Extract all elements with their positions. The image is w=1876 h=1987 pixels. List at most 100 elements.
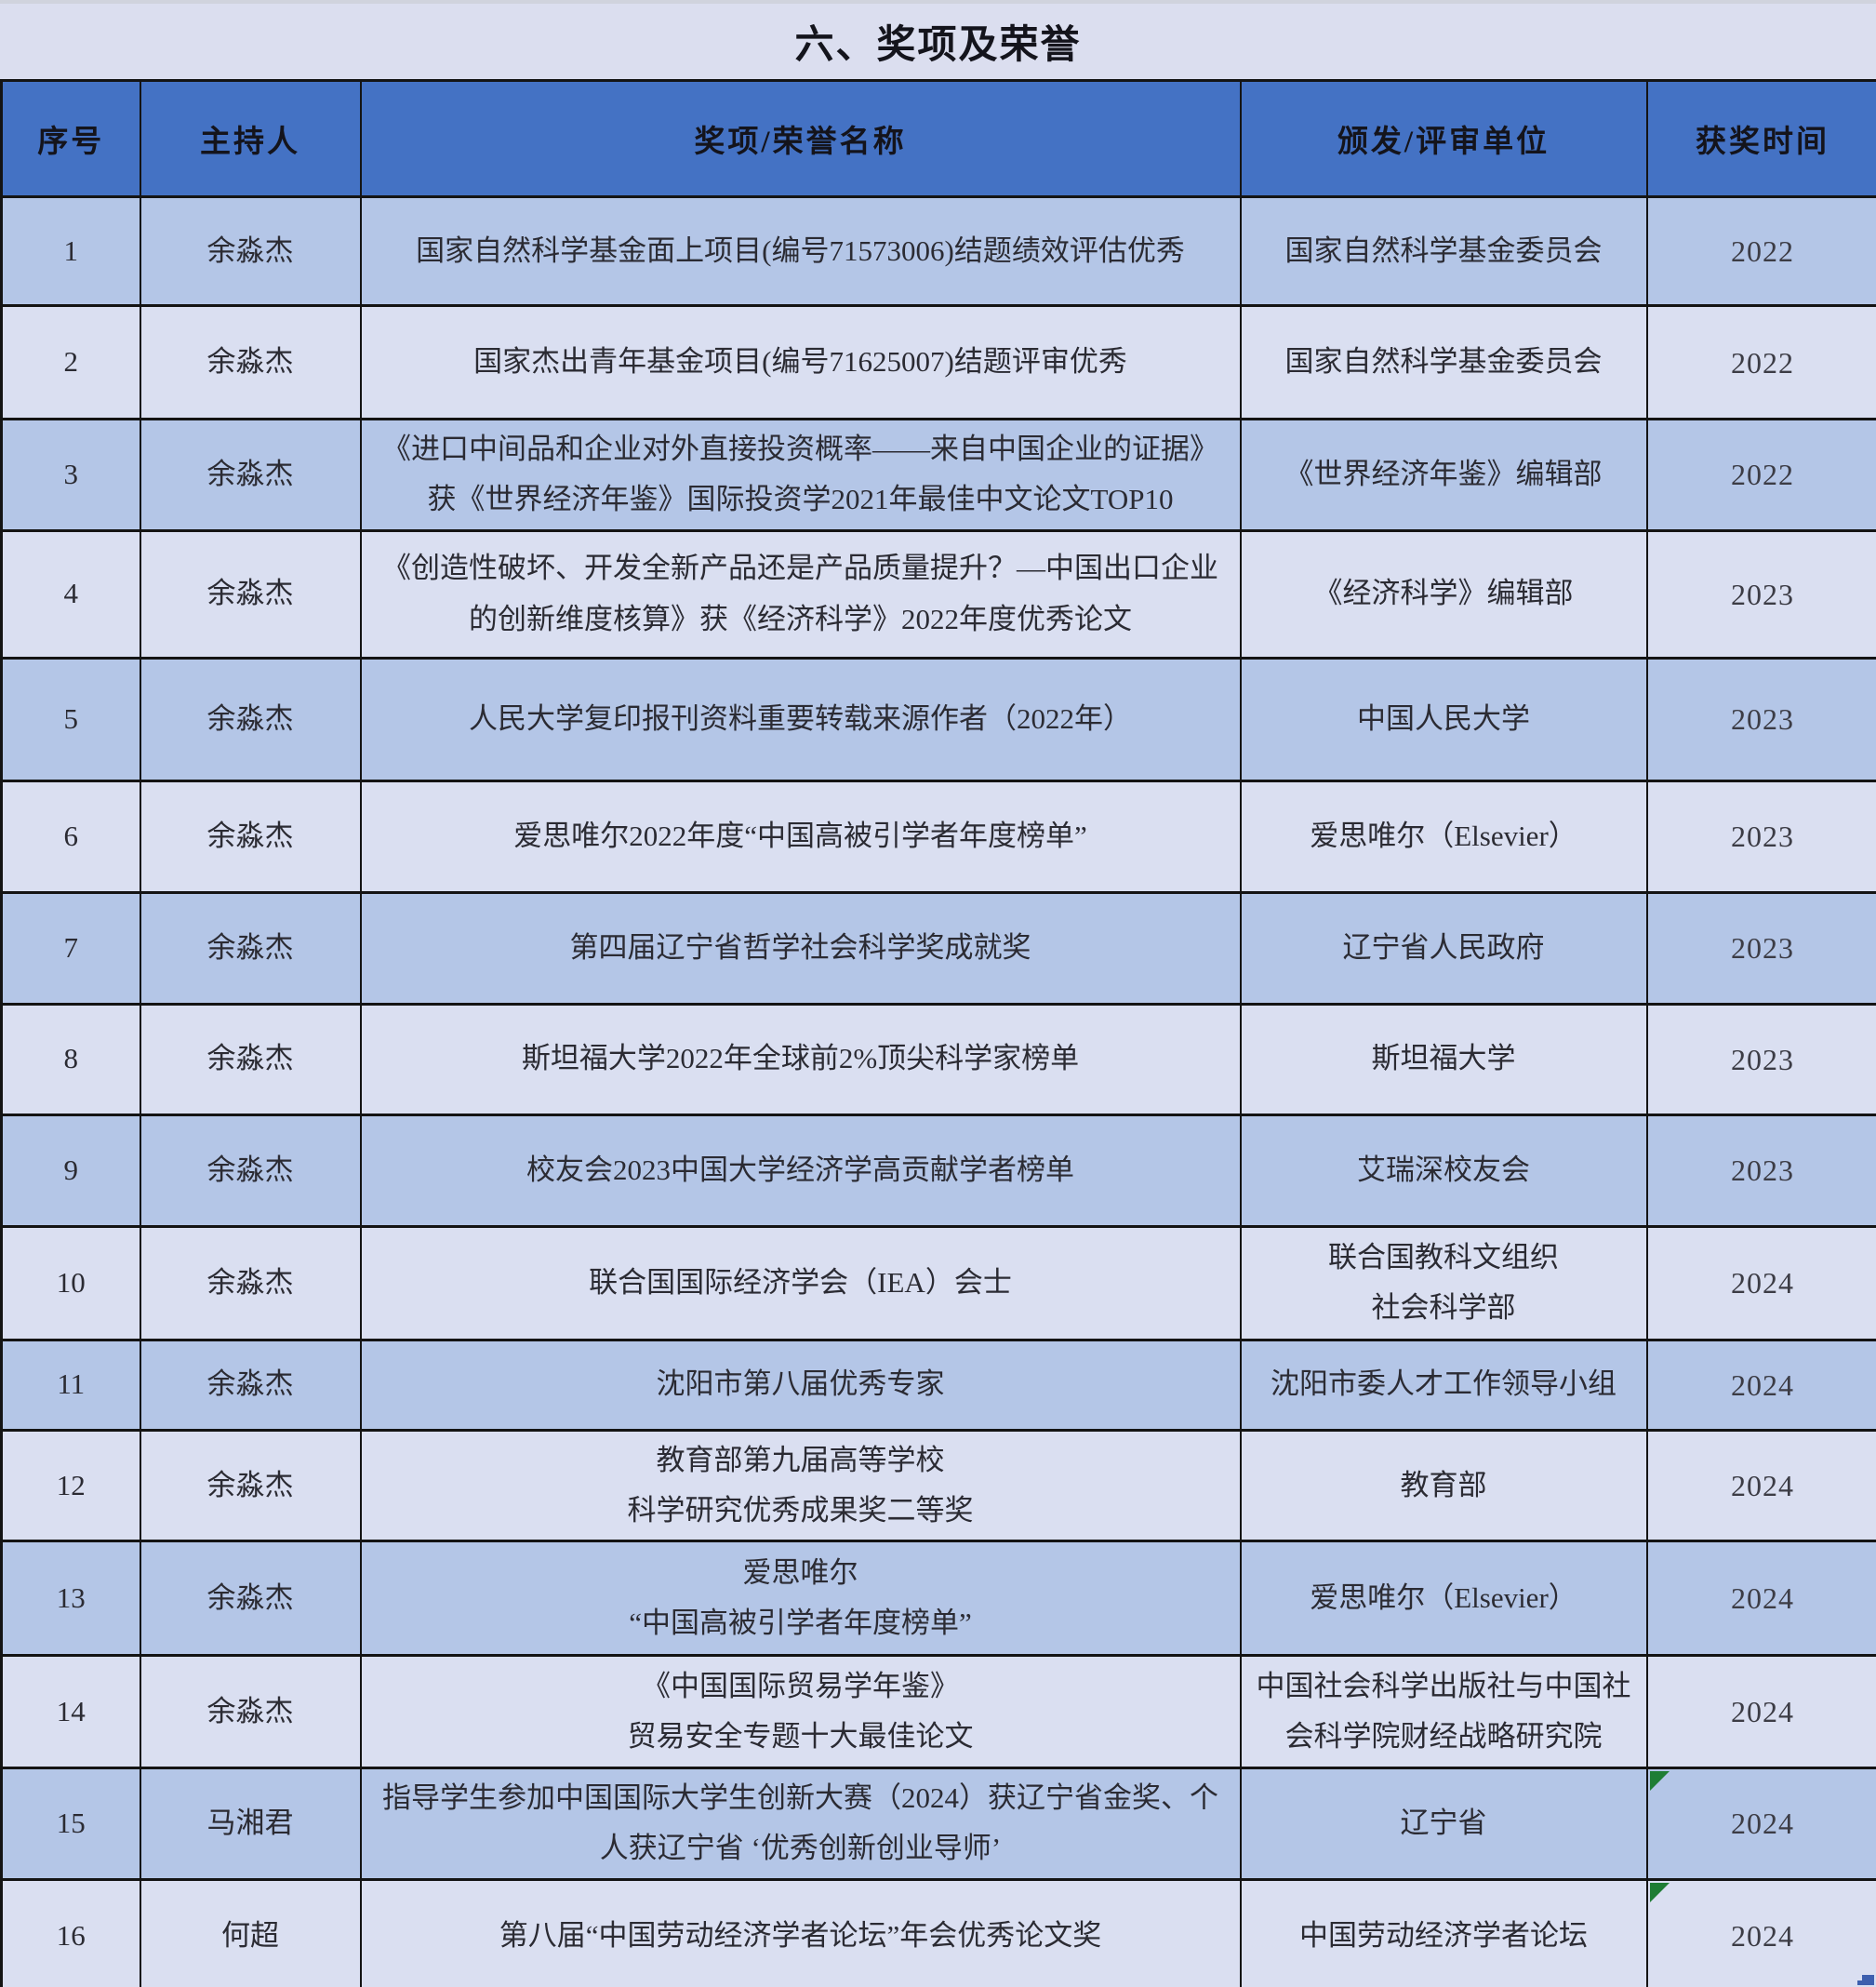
row-year-cell: 2022 [1645,418,1876,532]
row-award: 爱思唯尔 “中国高被引学者年度榜单” [629,1555,972,1639]
row-year-cell: 2023 [1645,1002,1876,1116]
row-award-cell: 联合国国际经济学会（IEA）会士 [359,1224,1242,1341]
row-no-cell: 3 [0,418,141,532]
row-host-cell: 何超 [139,1877,362,1987]
row-host: 余淼杰 [206,1042,294,1075]
row-issuer-cell: 辽宁省人民政府 [1239,890,1648,1006]
row-issuer-cell: 国家自然科学基金委员会 [1239,195,1648,307]
row-award: 爱思唯尔2022年度“中国高被引学者年度榜单” [513,819,1087,852]
row-issuer-cell: 辽宁省 [1239,1767,1648,1881]
row-host: 余淼杰 [206,701,294,735]
row-award-cell: 第八届“中国劳动经济学者论坛”年会优秀论文奖 [359,1877,1242,1987]
row-no-cell: 5 [0,656,141,782]
table-row: 14 余淼杰 《中国国际贸易学年鉴》 贸易安全专题十大最佳论文 中国社会科学出版… [0,1654,1876,1769]
row-issuer: 《世界经济年鉴》编辑部 [1284,458,1603,491]
row-issuer: 爱思唯尔（Elsevier） [1310,819,1577,852]
row-issuer-cell: 中国社会科学出版社与中国社 会科学院财经战略研究院 [1239,1654,1648,1769]
row-no: 3 [63,458,79,491]
row-year-cell: 2024 [1645,1540,1876,1657]
row-award: 校友会2023中国大学经济学高贡献学者榜单 [526,1153,1074,1186]
row-award-cell: 爱思唯尔 “中国高被引学者年度榜单” [359,1540,1242,1657]
row-no-cell: 11 [0,1338,141,1432]
row-no: 11 [57,1367,86,1401]
row-award: 国家自然科学基金面上项目(编号71573006)结题绩效评估优秀 [416,233,1185,267]
row-award: 《进口中间品和企业对外直接投资概率——来自中国企业的证据》 获《世界经济年鉴》国… [382,433,1218,516]
row-no-cell: 14 [0,1654,141,1769]
row-no-cell: 9 [0,1113,141,1228]
table-row: 2 余淼杰 国家杰出青年基金项目(编号71625007)结题评审优秀 国家自然科… [0,304,1876,420]
row-host: 余淼杰 [206,458,294,491]
row-no: 5 [63,701,79,735]
row-year-cell: 2023 [1645,1113,1876,1228]
row-year: 2024 [1731,1581,1794,1615]
row-issuer: 联合国教科文组织 社会科学部 [1328,1240,1559,1324]
row-no-cell: 4 [0,528,141,660]
row-host-cell: 余淼杰 [139,1224,362,1341]
row-year: 2022 [1731,345,1794,380]
row-host-cell: 余淼杰 [139,195,362,307]
row-issuer: 爱思唯尔（Elsevier） [1310,1580,1577,1614]
page-title: 六、奖项及荣誉 [794,24,1082,67]
row-year: 2024 [1731,1468,1794,1502]
row-no: 13 [56,1580,86,1614]
row-issuer-cell: 斯坦福大学 [1239,1002,1648,1116]
row-no: 15 [56,1807,86,1840]
row-award-cell: 人民大学复印报刊资料重要转载来源作者（2022年） [359,656,1242,782]
row-award-cell: 爱思唯尔2022年度“中国高被引学者年度榜单” [359,779,1242,894]
row-host-cell: 余淼杰 [139,1002,362,1116]
row-host: 余淼杰 [206,1694,294,1727]
row-host-cell: 余淼杰 [139,890,362,1006]
row-issuer-cell: 沈阳市委人才工作领导小组 [1239,1338,1648,1432]
row-no-cell: 13 [0,1540,141,1657]
row-issuer-cell: 爱思唯尔（Elsevier） [1239,779,1648,894]
table-row: 6 余淼杰 爱思唯尔2022年度“中国高被引学者年度榜单” 爱思唯尔（Elsev… [0,779,1876,894]
row-issuer-cell: 爱思唯尔（Elsevier） [1239,1540,1648,1657]
row-year: 2023 [1731,820,1794,853]
row-host-cell: 余淼杰 [139,304,362,420]
row-year-cell: 2022 [1645,304,1876,420]
row-year: 2024 [1731,1695,1794,1728]
row-no-cell: 1 [0,195,141,307]
row-issuer: 国家自然科学基金委员会 [1284,345,1603,379]
row-year-cell: 2023 [1645,890,1876,1006]
title-band: 六、奖项及荣誉 [0,4,1876,79]
table-row: 3 余淼杰 《进口中间品和企业对外直接投资概率——来自中国企业的证据》 获《世界… [0,418,1876,532]
row-host: 余淼杰 [206,819,294,852]
row-host-cell: 马湘君 [139,1767,362,1881]
row-host-cell: 余淼杰 [139,528,362,660]
row-host: 余淼杰 [206,1580,294,1614]
row-issuer: 斯坦福大学 [1371,1042,1516,1075]
table-row: 4 余淼杰 《创造性破坏、开发全新产品还是产品质量提升？—中国出口企业 的创新维… [0,528,1876,660]
row-host: 余淼杰 [206,233,294,267]
row-year: 2022 [1731,234,1794,268]
row-host: 马湘君 [206,1807,294,1840]
col-header-no: 序号 [0,79,141,198]
row-issuer-cell: 艾瑞深校友会 [1239,1113,1648,1228]
table-row: 1 余淼杰 国家自然科学基金面上项目(编号71573006)结题绩效评估优秀 国… [0,195,1876,307]
row-award: 《中国国际贸易学年鉴》 贸易安全专题十大最佳论文 [627,1669,974,1753]
row-host-cell: 余淼杰 [139,1540,362,1657]
col-header-host: 主持人 [139,79,362,198]
row-award-cell: 《中国国际贸易学年鉴》 贸易安全专题十大最佳论文 [359,1654,1242,1769]
col-header-award: 奖项/荣誉名称 [359,79,1242,198]
table-row: 16 何超 第八届“中国劳动经济学者论坛”年会优秀论文奖 中国劳动经济学者论坛 … [0,1877,1876,1987]
row-year-cell: 2023 [1645,528,1876,660]
row-issuer-cell: 《经济科学》编辑部 [1239,528,1648,660]
row-year-cell: 2024 [1645,1428,1876,1542]
row-issuer: 艾瑞深校友会 [1357,1153,1530,1186]
row-issuer: 辽宁省人民政府 [1342,930,1545,964]
table-row: 5 余淼杰 人民大学复印报刊资料重要转载来源作者（2022年） 中国人民大学 2… [0,656,1876,782]
row-no-cell: 2 [0,304,141,420]
row-award: 人民大学复印报刊资料重要转载来源作者（2022年） [469,701,1132,735]
row-host-cell: 余淼杰 [139,1113,362,1228]
row-year: 2023 [1731,1042,1794,1076]
row-year: 2023 [1731,931,1794,965]
row-host: 何超 [221,1918,279,1952]
row-no: 12 [56,1468,86,1501]
row-no-cell: 10 [0,1224,141,1341]
row-host: 余淼杰 [206,577,294,610]
row-award-cell: 斯坦福大学2022年全球前2%顶尖科学家榜单 [359,1002,1242,1116]
row-year-cell: 2023 [1645,656,1876,782]
row-year-cell: 2022 [1645,195,1876,307]
awards-table-body: 1 余淼杰 国家自然科学基金面上项目(编号71573006)结题绩效评估优秀 国… [0,195,1876,1987]
